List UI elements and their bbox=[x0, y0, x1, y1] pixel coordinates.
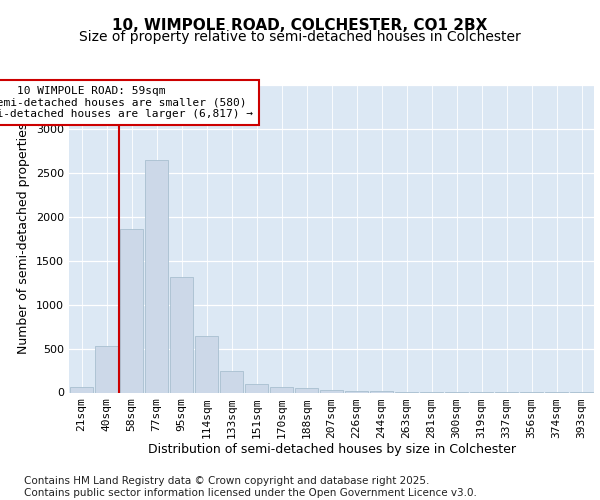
Bar bbox=[145, 160, 168, 392]
Bar bbox=[370, 391, 393, 392]
Y-axis label: Number of semi-detached properties: Number of semi-detached properties bbox=[17, 123, 31, 354]
Bar bbox=[95, 346, 118, 393]
Bar bbox=[270, 387, 293, 392]
Bar bbox=[295, 388, 318, 392]
Bar bbox=[195, 336, 218, 392]
Bar bbox=[170, 276, 193, 392]
Text: Size of property relative to semi-detached houses in Colchester: Size of property relative to semi-detach… bbox=[79, 30, 521, 44]
Bar bbox=[245, 384, 268, 392]
Text: 10 WIMPOLE ROAD: 59sqm
← 8% of semi-detached houses are smaller (580)
92% of sem: 10 WIMPOLE ROAD: 59sqm ← 8% of semi-deta… bbox=[0, 86, 253, 119]
Text: 10, WIMPOLE ROAD, COLCHESTER, CO1 2BX: 10, WIMPOLE ROAD, COLCHESTER, CO1 2BX bbox=[112, 18, 488, 32]
Bar bbox=[70, 387, 93, 392]
X-axis label: Distribution of semi-detached houses by size in Colchester: Distribution of semi-detached houses by … bbox=[148, 444, 515, 456]
Text: Contains HM Land Registry data © Crown copyright and database right 2025.
Contai: Contains HM Land Registry data © Crown c… bbox=[24, 476, 477, 498]
Bar bbox=[120, 229, 143, 392]
Bar bbox=[320, 390, 343, 392]
Bar bbox=[345, 390, 368, 392]
Bar bbox=[220, 371, 243, 392]
